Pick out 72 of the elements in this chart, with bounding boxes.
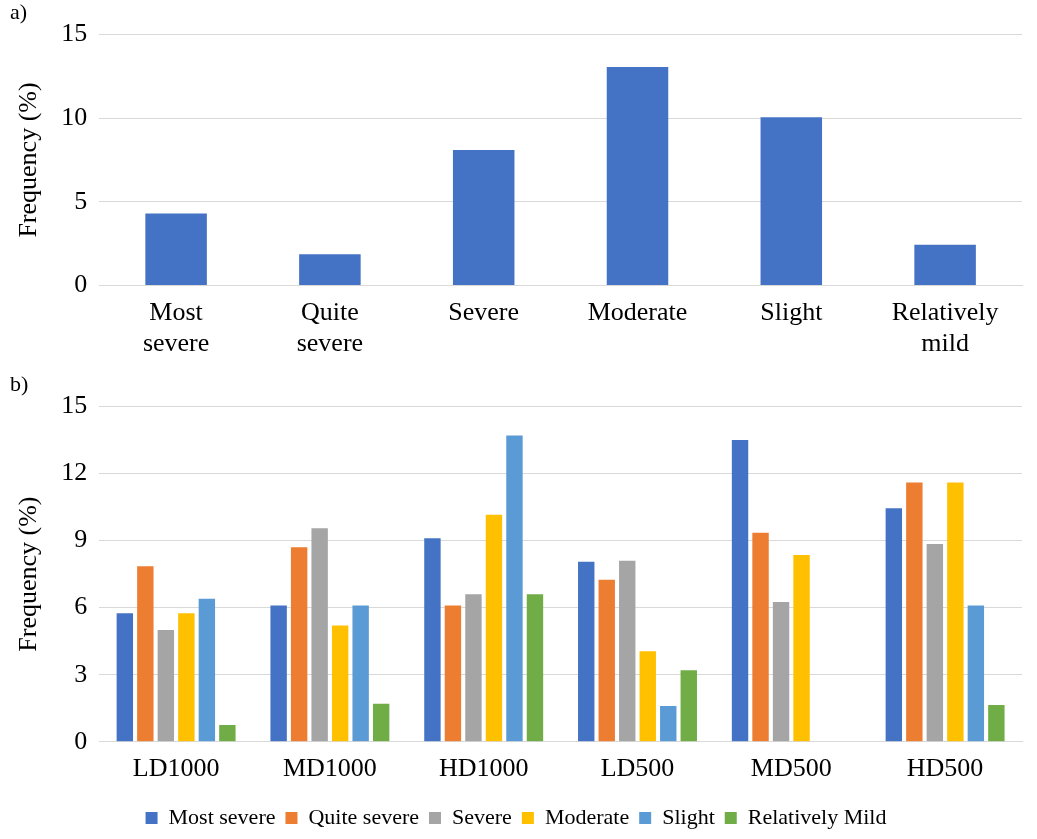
bar	[578, 561, 595, 742]
bar	[793, 555, 810, 742]
x-tick-label: HD500	[906, 753, 984, 783]
bar	[157, 630, 175, 742]
x-tick-label: MD1000	[282, 753, 377, 783]
y-tick-label: 0	[74, 269, 88, 299]
x-tick-label: Most severe	[142, 297, 210, 358]
legend-label: Most severe	[168, 803, 276, 829]
y-tick-label: 9	[74, 524, 88, 554]
bar	[639, 651, 656, 742]
x-tick-label: Slight	[760, 297, 824, 327]
bar	[198, 598, 216, 742]
bar	[947, 482, 964, 742]
y-tick-label: 15	[61, 18, 88, 48]
bar	[352, 605, 369, 742]
bar	[526, 594, 544, 742]
y-tick-label: 3	[74, 658, 88, 688]
bar	[311, 528, 328, 742]
bar	[444, 605, 462, 742]
bar	[270, 605, 287, 742]
bar	[452, 149, 515, 286]
bar	[967, 605, 985, 742]
y-axis-title: Frequency (%)	[13, 496, 43, 652]
legend-label: Relatively Mild	[747, 803, 887, 829]
x-tick-label: LD500	[600, 753, 675, 783]
bar	[606, 66, 669, 286]
bar	[331, 625, 349, 742]
y-axis-title: Frequency (%)	[13, 82, 43, 238]
bar	[506, 435, 523, 742]
bar	[598, 579, 615, 742]
x-tick-label: Severe	[448, 297, 520, 327]
legend-label: Moderate	[544, 803, 630, 829]
y-tick-label: 12	[61, 457, 88, 487]
bar	[731, 439, 749, 742]
bar	[906, 482, 923, 742]
bar	[219, 725, 236, 742]
y-tick-label: 15	[61, 390, 88, 420]
bar	[752, 532, 769, 742]
y-tick-label: 6	[74, 591, 88, 621]
x-tick-label: LD1000	[132, 753, 220, 783]
x-tick-label: Quite severe	[296, 297, 364, 358]
legend-label: Slight	[662, 803, 715, 829]
bar	[137, 566, 154, 742]
x-tick-label: MD500	[750, 753, 832, 783]
chart-title: b)	[10, 370, 29, 396]
bar	[660, 706, 677, 742]
legend-label: Quite severe	[308, 803, 420, 829]
bar	[926, 543, 944, 742]
bar	[680, 670, 697, 742]
bar	[372, 703, 390, 742]
bar	[772, 602, 790, 742]
legend-label: Severe	[452, 803, 512, 829]
y-tick-label: 10	[61, 101, 88, 131]
bar	[760, 117, 823, 286]
bar	[619, 560, 636, 742]
bar	[178, 613, 195, 742]
bar	[116, 613, 134, 742]
bar	[485, 514, 503, 742]
x-tick-label: Relatively mild	[891, 297, 999, 358]
bar	[465, 594, 482, 742]
bar	[885, 508, 903, 742]
y-tick-label: 5	[74, 185, 88, 215]
bar	[290, 547, 308, 742]
bar	[299, 254, 361, 286]
bar	[914, 244, 976, 286]
chart-title: a)	[10, 0, 28, 24]
y-tick-label: 0	[74, 725, 88, 755]
x-tick-label: Moderate	[587, 297, 688, 327]
bar	[145, 213, 207, 286]
bar	[988, 704, 1005, 742]
x-tick-label: HD1000	[438, 753, 529, 783]
bar	[424, 538, 441, 742]
